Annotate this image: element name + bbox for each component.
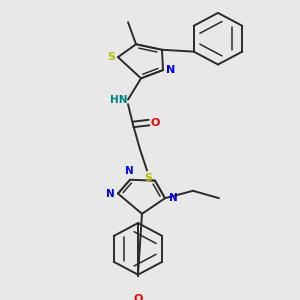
Text: N: N [106, 189, 114, 199]
Text: S: S [107, 52, 115, 62]
Text: S: S [144, 173, 152, 183]
Text: N: N [167, 65, 176, 75]
Text: O: O [133, 294, 143, 300]
Text: N: N [169, 193, 177, 203]
Text: HN: HN [110, 94, 128, 104]
Text: O: O [150, 118, 160, 128]
Text: N: N [124, 167, 134, 176]
